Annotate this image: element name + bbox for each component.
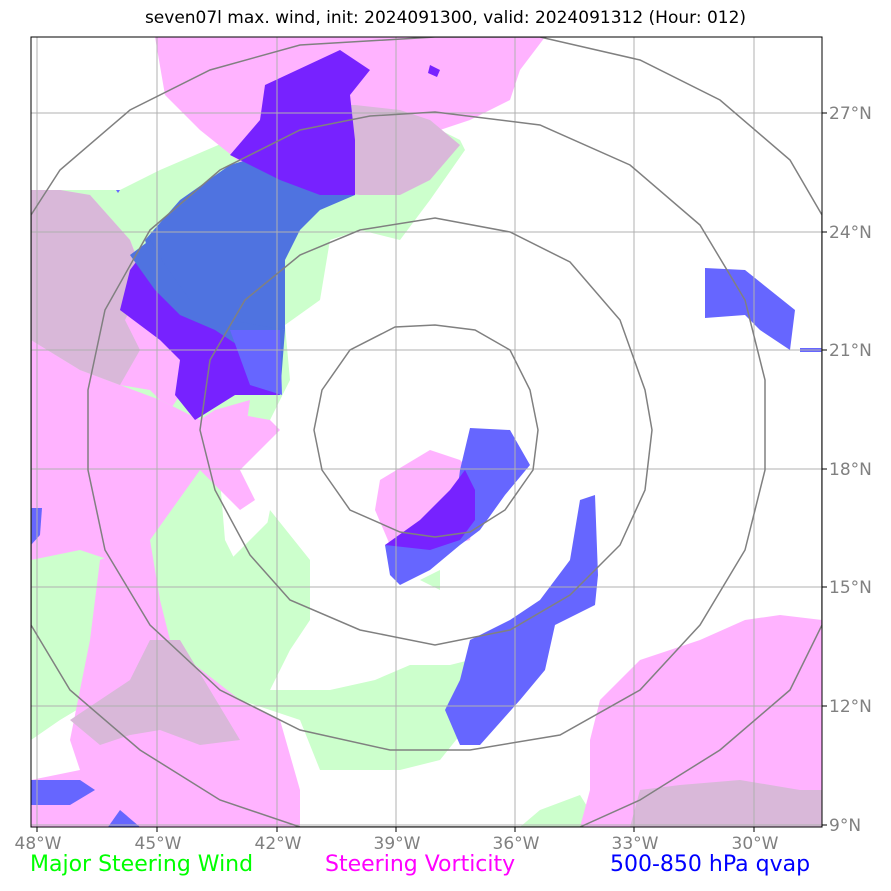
lat-label: 21°N [829, 341, 872, 361]
distance-ring-1 [313, 324, 539, 538]
legend-qvap: 500-850 hPa qvap [610, 852, 811, 877]
legend-steering-vorticity: Steering Vorticity [325, 852, 516, 877]
distance-ring-3 [87, 111, 766, 751]
qvap-layer [31, 50, 822, 827]
lat-label: 12°N [829, 697, 872, 717]
map-title: seven07l max. wind, init: 2024091300, va… [144, 8, 747, 28]
lat-label: 18°N [829, 460, 872, 480]
lat-label: 24°N [829, 223, 872, 243]
axis-ticks: 48°W 45°W 42°W 39°W 36°W 33°W 30°W 27°N 24°N 21°N… [15, 104, 872, 854]
lon-label: 33°W [612, 834, 659, 854]
lon-label: 45°W [135, 834, 182, 854]
lon-label: 30°W [732, 834, 779, 854]
lon-label: 48°W [15, 834, 62, 854]
distance-rings [31, 37, 822, 827]
graticule [31, 37, 822, 827]
distance-ring-4 [31, 37, 822, 827]
map-layers [31, 37, 822, 827]
lon-label: 39°W [374, 834, 421, 854]
map-frame [30, 36, 823, 828]
legend-steering-wind: Major Steering Wind [30, 852, 254, 877]
distance-ring-2 [199, 217, 653, 646]
lat-label: 9°N [829, 816, 861, 836]
lon-label: 36°W [493, 834, 540, 854]
lat-label: 15°N [829, 578, 872, 598]
lat-label: 27°N [829, 104, 872, 124]
lon-label: 42°W [255, 834, 302, 854]
